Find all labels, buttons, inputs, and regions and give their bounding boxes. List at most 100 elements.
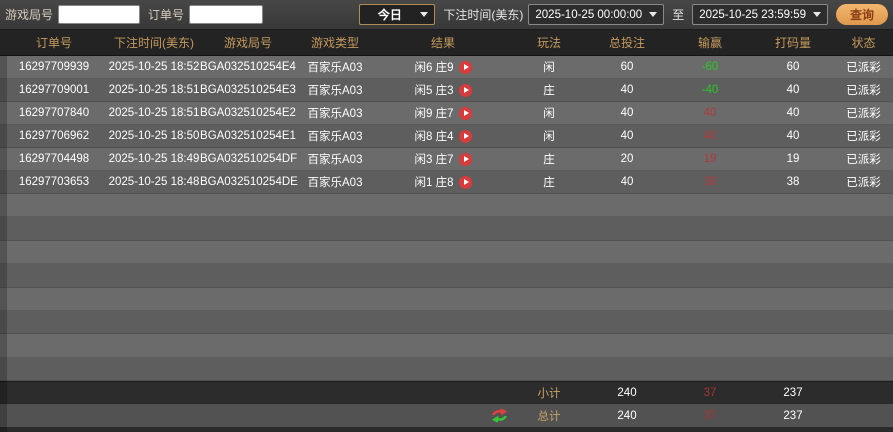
cell-result: 闲1 庄8 (374, 174, 512, 190)
date-range-preset-value: 今日 (377, 8, 402, 22)
cell-game-type: 百家乐A03 (307, 108, 363, 120)
play-replay-icon[interactable] (458, 175, 472, 189)
cell-play: 庄 (543, 85, 555, 97)
cell-order-id: 16297709001 (18, 84, 90, 96)
cell-status: 已派彩 (846, 154, 881, 166)
cell-turnover: 40 (786, 107, 800, 119)
cell-status: 已派彩 (846, 85, 881, 97)
cell-total-bet: 20 (620, 153, 634, 165)
cell-status: 已派彩 (846, 108, 881, 120)
result-text: 闲8 庄4 (414, 131, 454, 143)
cell-game-type: 百家乐A03 (307, 177, 363, 189)
cell-win-loss: 38 (703, 176, 717, 188)
table-row: 16297709939 2025-10-25 18:52 BGA03251025… (0, 56, 893, 79)
cell-bet-time: 2025-10-25 18:50 (108, 130, 200, 142)
cell-order-id: 16297706962 (18, 130, 90, 142)
play-replay-icon[interactable] (458, 152, 472, 166)
cell-play: 庄 (543, 177, 555, 189)
result-text: 闲5 庄3 (414, 85, 454, 97)
chevron-down-icon (649, 12, 658, 17)
empty-stripe (0, 264, 893, 288)
grand-total-win-loss: 37 (703, 409, 717, 422)
col-header-status: 状态 (851, 36, 876, 50)
cell-order-id: 16297704498 (18, 153, 90, 165)
cell-win-loss: -60 (701, 61, 719, 73)
empty-stripe (0, 240, 893, 265)
swap-cell (374, 408, 512, 423)
red-green-swap-icon[interactable] (491, 408, 508, 423)
play-replay-icon[interactable] (458, 129, 472, 143)
end-datetime-value: 2025-10-25 23:59:59 (699, 8, 806, 21)
cell-win-loss: 40 (703, 107, 717, 119)
bottom-strip (0, 427, 893, 432)
cell-order-id: 16297709939 (18, 61, 90, 73)
cell-status: 已派彩 (846, 131, 881, 143)
play-replay-icon[interactable] (458, 60, 472, 74)
game-round-input[interactable] (58, 5, 141, 24)
subtotal-row: 小计 240 37 237 (0, 381, 893, 403)
result-text: 闲9 庄7 (414, 108, 454, 120)
empty-stripe (0, 194, 893, 218)
subtotal-label: 小计 (537, 387, 561, 400)
result-text: 闲6 庄9 (414, 62, 454, 74)
cell-order-id: 16297707840 (18, 107, 90, 119)
end-datetime-select[interactable]: 2025-10-25 23:59:59 (692, 4, 828, 25)
cell-result: 闲6 庄9 (374, 59, 512, 75)
cell-game-type: 百家乐A03 (307, 131, 363, 143)
cell-play: 闲 (543, 131, 555, 143)
game-round-label: 游戏局号 (5, 8, 54, 22)
subtotal-total-bet: 240 (617, 386, 637, 399)
cell-win-loss: 40 (703, 130, 717, 142)
cell-status: 已派彩 (846, 177, 881, 189)
cell-game-type: 百家乐A03 (307, 62, 363, 74)
subtotal-turnover: 237 (783, 386, 803, 399)
chevron-down-icon (420, 12, 429, 17)
cell-round-id: BGA032510254E4 (200, 61, 296, 73)
date-range-preset-select[interactable]: 今日 (359, 4, 436, 25)
cell-win-loss: -40 (701, 84, 719, 96)
cell-round-id: BGA032510254E1 (200, 130, 296, 142)
cell-round-id: BGA032510254E3 (200, 84, 296, 96)
to-label: 至 (672, 8, 685, 22)
result-text: 闲3 庄7 (414, 154, 454, 166)
cell-total-bet: 40 (620, 84, 634, 96)
grand-total-turnover: 237 (783, 409, 803, 422)
play-replay-icon[interactable] (458, 106, 472, 120)
table-row: 16297704498 2025-10-25 18:49 BGA03251025… (0, 148, 893, 171)
table-row: 16297709001 2025-10-25 18:51 BGA03251025… (0, 79, 893, 102)
cell-bet-time: 2025-10-25 18:49 (108, 153, 200, 165)
order-number-input[interactable] (189, 5, 264, 24)
cell-bet-time: 2025-10-25 18:51 (108, 84, 200, 96)
cell-order-id: 16297703653 (18, 176, 90, 188)
cell-turnover: 19 (786, 153, 800, 165)
cell-game-type: 百家乐A03 (307, 85, 363, 97)
empty-stripe (0, 310, 893, 335)
grand-total-label: 总计 (537, 410, 561, 423)
cell-status: 已派彩 (846, 62, 881, 74)
play-replay-icon[interactable] (458, 83, 472, 97)
col-header-bet-time: 下注时间(美东) (114, 36, 194, 50)
cell-result: 闲3 庄7 (374, 151, 512, 167)
cell-round-id: BGA032510254DE (200, 176, 298, 188)
filter-bar: 游戏局号 订单号 今日 下注时间(美东) 2025-10-25 00:00:00… (0, 0, 893, 30)
cell-bet-time: 2025-10-25 18:48 (108, 176, 200, 188)
grand-total-total-bet: 240 (617, 409, 637, 422)
col-header-win-loss: 输赢 (697, 36, 722, 50)
table-header-row: 订单号 下注时间(美东) 游戏局号 游戏类型 结果 玩法 总投注 输赢 打码量 … (0, 30, 893, 56)
subtotal-win-loss: 37 (703, 386, 717, 399)
empty-stripe (0, 334, 893, 358)
start-datetime-select[interactable]: 2025-10-25 00:00:00 (528, 4, 665, 25)
col-header-result: 结果 (430, 36, 455, 50)
query-button[interactable]: 查询 (836, 4, 888, 25)
col-header-order-id: 订单号 (35, 36, 72, 50)
cell-total-bet: 60 (620, 61, 634, 73)
chevron-down-icon (813, 12, 821, 17)
cell-total-bet: 40 (620, 107, 634, 119)
empty-stripe (0, 217, 893, 241)
cell-play: 闲 (543, 108, 555, 120)
start-datetime-value: 2025-10-25 00:00:00 (535, 8, 643, 21)
cell-total-bet: 40 (620, 130, 634, 142)
cell-round-id: BGA032510254DF (200, 153, 298, 165)
cell-result: 闲8 庄4 (374, 128, 512, 144)
